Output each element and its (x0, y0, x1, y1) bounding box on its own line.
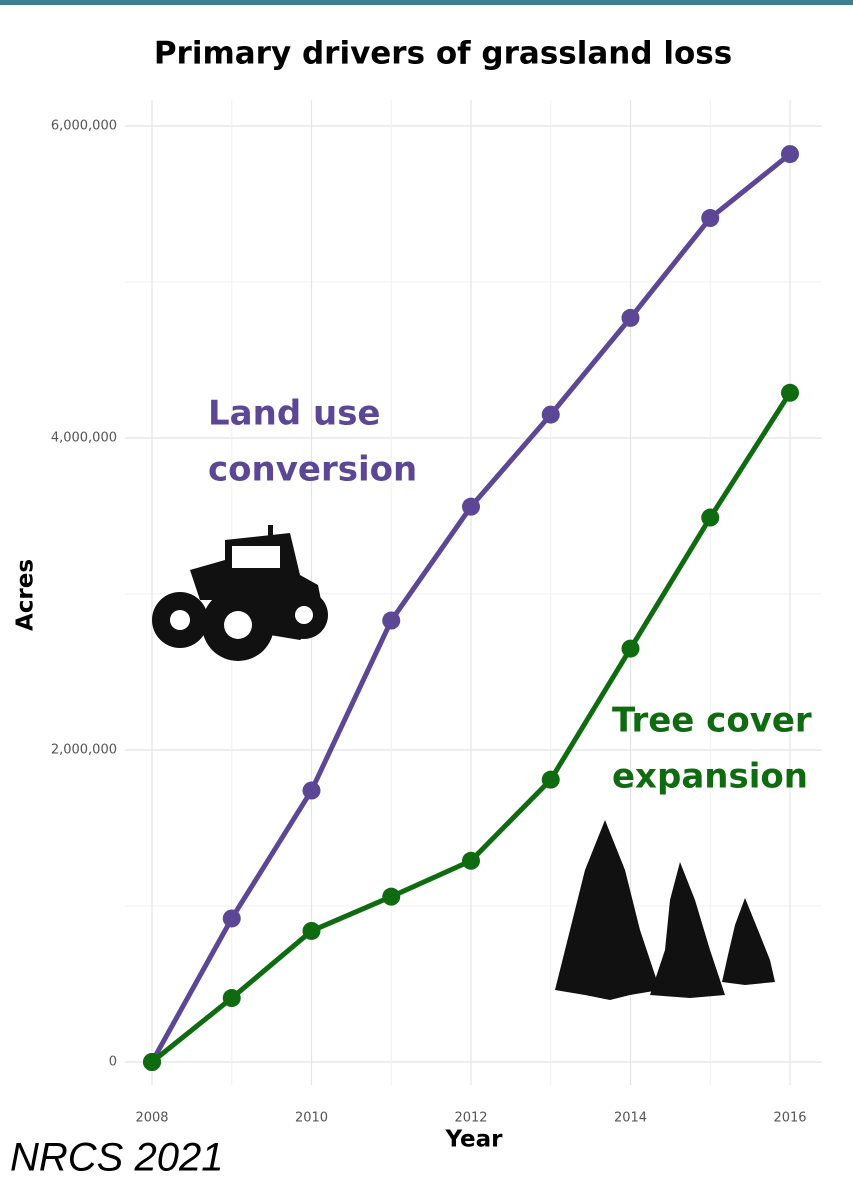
point (143, 1053, 161, 1071)
annotation: expansion (612, 757, 808, 797)
x-tick-label: 2016 (773, 1111, 806, 1126)
top-border (0, 0, 853, 5)
point (781, 145, 799, 163)
source-note: NRCS 2021 (10, 1136, 223, 1180)
point (701, 209, 719, 227)
point (622, 640, 640, 658)
annotation: conversion (208, 450, 417, 490)
point (462, 498, 480, 516)
annotation: Land use (208, 394, 381, 434)
point (542, 406, 560, 424)
x-axis-label: Year (444, 1127, 503, 1153)
chart-title: Primary drivers of grassland loss (154, 36, 732, 72)
point (223, 909, 241, 927)
trees-icon (555, 820, 775, 1000)
point (223, 989, 241, 1007)
point (542, 771, 560, 789)
y-tick-label: 2,000,000 (51, 743, 117, 758)
annotation: Tree cover (612, 701, 812, 741)
y-axis-label: Acres (13, 559, 39, 631)
point (622, 309, 640, 327)
y-tick-label: 0 (109, 1055, 117, 1070)
tractor-icon (152, 525, 328, 661)
x-tick-label: 2010 (295, 1111, 328, 1126)
y-tick-label: 4,000,000 (51, 431, 117, 446)
x-tick-label: 2012 (454, 1111, 487, 1126)
point (382, 612, 400, 630)
x-tick-label: 2008 (135, 1111, 168, 1126)
x-tick-label: 2014 (614, 1111, 647, 1126)
point (701, 509, 719, 527)
point (303, 782, 321, 800)
point (781, 384, 799, 402)
point (303, 922, 321, 940)
y-tick-label: 6,000,000 (51, 119, 117, 134)
chart: Primary drivers of grassland loss Year A… (0, 0, 853, 1183)
point (462, 852, 480, 870)
point (382, 888, 400, 906)
